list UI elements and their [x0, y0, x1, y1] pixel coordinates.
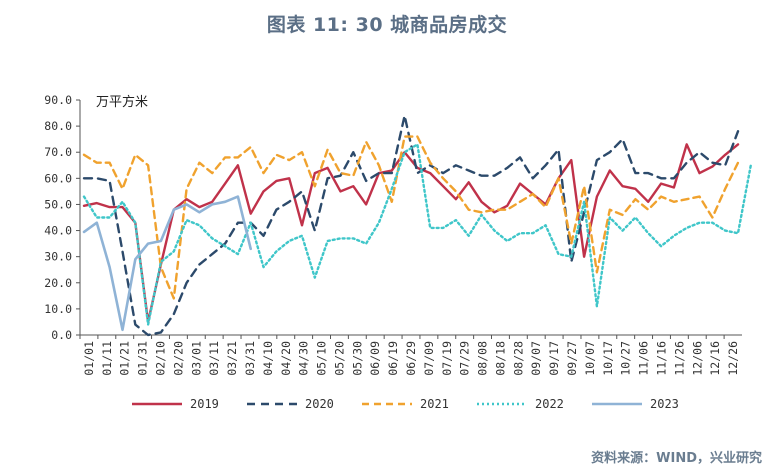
- legend-label: 2023: [650, 397, 679, 411]
- legend-label: 2020: [305, 397, 334, 411]
- y-tick-label: 10.0: [44, 302, 72, 316]
- x-tick-label: 02/20: [171, 341, 185, 376]
- x-tick-label: 09/27: [565, 341, 579, 376]
- legend-label: 2021: [420, 397, 449, 411]
- x-tick-label: 06/29: [404, 341, 418, 376]
- x-tick-label: 06/09: [368, 341, 382, 376]
- x-tick-label: 10/07: [583, 341, 597, 376]
- series-line-2020: [82, 114, 740, 337]
- x-tick-label: 01/01: [82, 341, 96, 376]
- x-tick-label: 08/08: [476, 341, 490, 376]
- unit-label: 万平方米: [96, 94, 148, 110]
- x-tick-label: 12/06: [690, 341, 704, 376]
- x-tick-label: 08/18: [493, 341, 507, 376]
- x-tick-label: 05/30: [350, 341, 364, 376]
- x-tick-label: 01/31: [136, 341, 150, 376]
- x-tick-label: 10/17: [601, 341, 615, 376]
- x-tick-label: 11/16: [654, 341, 668, 376]
- series-line-2021: [82, 135, 740, 300]
- x-tick-label: 03/21: [225, 341, 239, 376]
- y-tick-label: 20.0: [44, 276, 72, 290]
- x-tick-label: 10/27: [619, 341, 633, 376]
- series-line-2022: [82, 143, 752, 326]
- x-tick-label: 12/16: [708, 341, 722, 376]
- x-tick-label: 12/26: [726, 341, 740, 376]
- legend-label: 2019: [190, 397, 219, 411]
- x-tick-label: 02/10: [154, 341, 168, 376]
- x-tick-label: 11/06: [637, 341, 651, 376]
- x-tick-label: 01/11: [100, 341, 114, 376]
- x-tick-label: 07/29: [458, 341, 472, 376]
- y-tick-label: 30.0: [44, 250, 72, 264]
- x-tick-label: 09/17: [547, 341, 561, 376]
- x-tick-label: 08/28: [511, 341, 525, 376]
- legend-item-2020: 2020: [247, 397, 334, 411]
- x-tick-label: 07/19: [440, 341, 454, 376]
- source-note: 资料来源：WIND，兴业研究: [591, 451, 762, 466]
- x-tick-label: 03/01: [189, 341, 203, 376]
- x-tick-label: 07/09: [422, 341, 436, 376]
- y-tick-label: 50.0: [44, 197, 72, 211]
- x-tick-label: 03/11: [207, 341, 221, 376]
- chart-title: 图表 11: 30 城商品房成交: [266, 14, 508, 36]
- series-line-2023: [82, 195, 252, 332]
- legend-label: 2022: [535, 397, 564, 411]
- x-tick-label: 11/26: [672, 341, 686, 376]
- legend-item-2022: 2022: [477, 397, 564, 411]
- legend-item-2021: 2021: [362, 397, 449, 411]
- x-tick-label: 05/20: [332, 341, 346, 376]
- x-tick-label: 04/30: [297, 341, 311, 376]
- y-tick-label: 90.0: [44, 93, 72, 107]
- x-tick-label: 09/07: [529, 341, 543, 376]
- y-tick-label: 60.0: [44, 171, 72, 185]
- y-tick-label: 80.0: [44, 119, 72, 133]
- series-line-2019: [82, 143, 740, 324]
- y-tick-label: 70.0: [44, 145, 72, 159]
- x-tick-label: 03/31: [243, 341, 257, 376]
- y-tick-label: 0.0: [51, 328, 72, 342]
- y-tick-label: 40.0: [44, 224, 72, 238]
- x-tick-label: 06/19: [386, 341, 400, 376]
- x-tick-label: 01/21: [118, 341, 132, 376]
- x-tick-label: 04/10: [261, 341, 275, 376]
- x-tick-label: 04/20: [279, 341, 293, 376]
- x-tick-label: 05/10: [315, 341, 329, 376]
- legend-item-2019: 2019: [132, 397, 219, 411]
- legend-item-2023: 2023: [592, 397, 679, 411]
